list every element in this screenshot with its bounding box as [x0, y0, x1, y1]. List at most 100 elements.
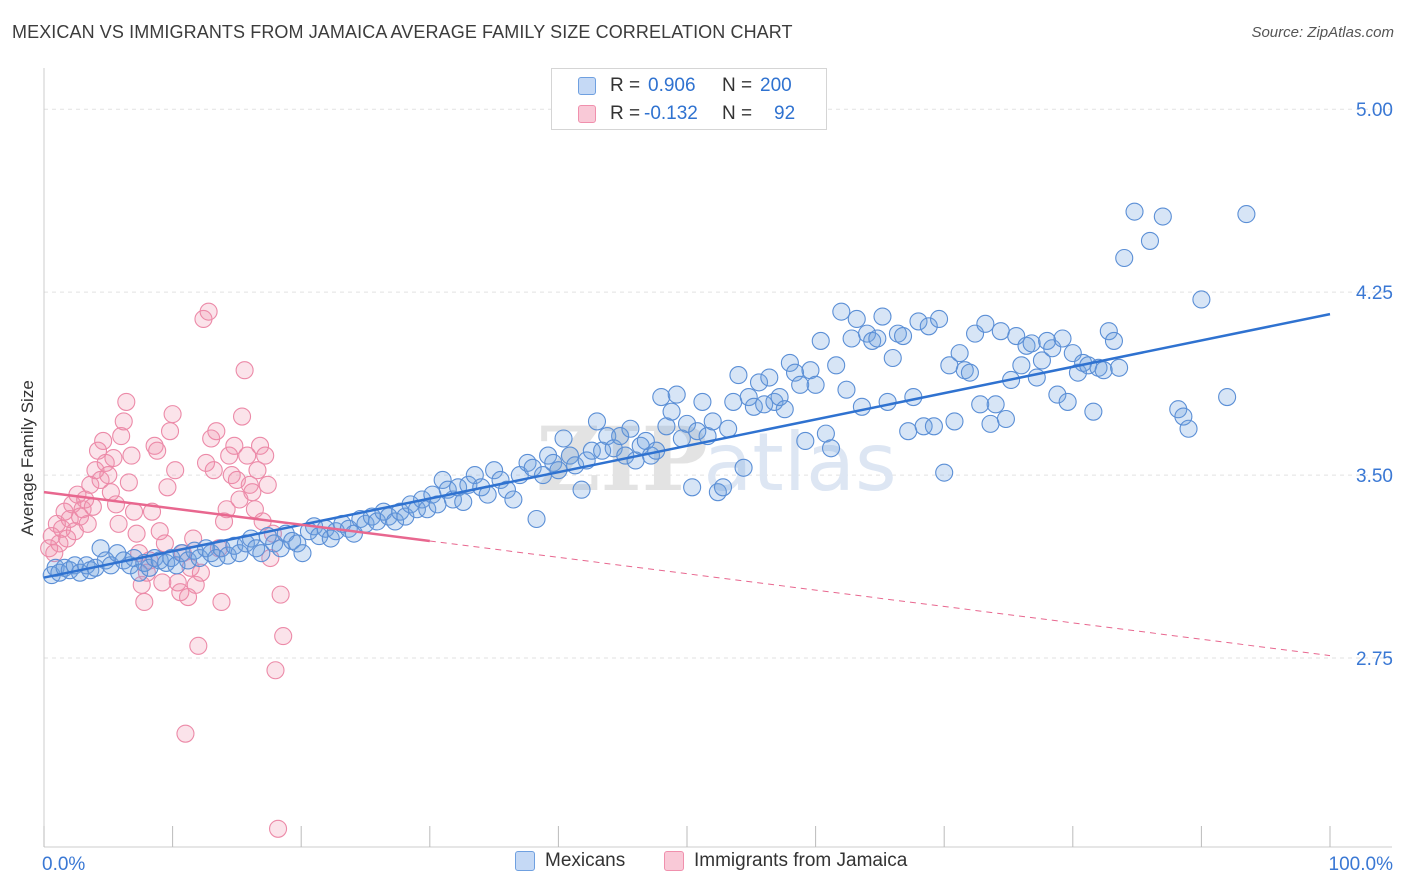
jamaica-point — [189, 636, 208, 655]
jamaica-point — [119, 473, 138, 492]
jamaica-point — [212, 592, 231, 611]
tick-labels: 2.75 3.50 4.25 5.00 0.0% 100.0% — [42, 100, 1393, 875]
stats-n-label: N = — [722, 75, 753, 96]
mexican-point — [775, 400, 794, 419]
mexican-point — [582, 441, 601, 460]
jamaica-point — [122, 446, 141, 465]
mexican-point — [868, 329, 887, 348]
mexican-point — [1053, 329, 1072, 348]
legend-item-mexicans[interactable]: Mexicans — [515, 850, 625, 872]
legend-label-mexicans: Mexicans — [545, 850, 626, 871]
mexican-point — [130, 563, 149, 582]
jamaica-point — [58, 529, 77, 548]
mexican-point — [703, 412, 722, 431]
mexican-point — [230, 544, 249, 563]
mexican-point — [950, 344, 969, 363]
mexican-point — [560, 446, 580, 465]
mexican-point — [1218, 387, 1237, 407]
mexican-point — [981, 414, 1000, 433]
mexican-point — [1084, 402, 1103, 421]
jamaica-point — [256, 446, 275, 465]
jamaica-point — [166, 461, 185, 480]
mexican-point — [1012, 356, 1031, 375]
jamaica-point — [240, 475, 259, 494]
mexican-point — [677, 414, 697, 433]
mexican-point — [693, 392, 712, 411]
jamaica-trend-line — [43, 490, 430, 543]
mexican-point — [914, 417, 933, 436]
chart-title: MEXICAN VS IMMIGRANTS FROM JAMAICA AVERA… — [12, 22, 793, 42]
mexican-point — [1104, 331, 1124, 350]
mexican-point — [729, 366, 748, 385]
y-tick-label: 2.75 — [1356, 649, 1393, 670]
mexican-point — [796, 431, 815, 450]
jamaica-point — [196, 453, 216, 472]
jamaica-point — [181, 558, 200, 577]
stats-r-label: R = — [610, 103, 641, 124]
mexican-point — [930, 309, 949, 329]
mexican-point — [1048, 385, 1067, 404]
mexican-point — [554, 429, 573, 448]
mexican-point — [252, 544, 271, 563]
jamaica-point — [199, 302, 218, 321]
jamaica-point — [207, 422, 226, 441]
mexican-point — [832, 302, 851, 321]
mexican-point — [827, 356, 846, 375]
mexican-point — [749, 373, 769, 392]
stats-r-value: -0.132 — [644, 103, 698, 124]
mexican-point — [1032, 351, 1051, 370]
mexican-point — [945, 412, 964, 431]
watermark-atlas: atlas — [703, 416, 896, 509]
mexican-point — [899, 422, 918, 441]
stats-box: R = 0.906 N = 200 R = -0.132 N = 92 — [551, 68, 827, 130]
jamaica-point — [225, 436, 244, 455]
mexican-point — [1153, 207, 1172, 226]
y-tick-label: 4.25 — [1356, 283, 1393, 304]
jamaica-point — [70, 507, 90, 526]
stats-n-label: N = — [722, 103, 753, 124]
jamaica-point — [176, 724, 195, 743]
jamaica-point — [45, 544, 64, 563]
legend-swatch-mexicans — [515, 851, 535, 871]
mexican-point — [713, 478, 733, 497]
mexican-point — [919, 317, 938, 336]
mexican-point — [288, 534, 307, 553]
mexican-point — [611, 427, 630, 446]
x-tick-label: 100.0% — [1329, 854, 1394, 875]
mexican-point — [140, 558, 159, 577]
jamaica-point — [243, 483, 262, 502]
mexican-point — [791, 375, 810, 394]
legend-item-jamaica[interactable]: Immigrants from Jamaica — [664, 850, 907, 872]
stats-r-label: R = — [610, 75, 641, 96]
jamaica-point — [106, 495, 126, 514]
mexican-point — [852, 397, 871, 416]
mexican-point — [935, 463, 954, 482]
mexican-point — [247, 539, 266, 558]
mexican-point — [236, 534, 255, 553]
stats-n-value: 200 — [760, 75, 792, 96]
mexican-point — [888, 324, 907, 343]
mexican-point — [572, 480, 591, 499]
mexican-point — [821, 439, 841, 458]
axes — [43, 68, 1392, 848]
jamaica-point — [83, 497, 102, 516]
mexican-point — [683, 478, 702, 497]
mexican-point — [734, 458, 753, 477]
mexican-point — [386, 512, 405, 531]
stats-row-mexicans: R = 0.906 N = 200 — [552, 71, 826, 101]
mexican-point — [1068, 363, 1087, 382]
mexican-point — [955, 361, 974, 380]
mexican-point — [765, 392, 784, 411]
mexican-point — [1125, 202, 1144, 221]
mexican-point — [806, 375, 825, 394]
mexican-point — [504, 490, 523, 509]
mexican-point — [527, 509, 546, 529]
mexican-point — [986, 395, 1005, 414]
mexican-point — [873, 307, 892, 326]
jamaica-point — [163, 405, 182, 424]
mexican-point — [1192, 290, 1211, 309]
mexican-point — [1110, 358, 1129, 377]
mexican-point — [293, 544, 312, 563]
mexican-point — [971, 395, 990, 414]
